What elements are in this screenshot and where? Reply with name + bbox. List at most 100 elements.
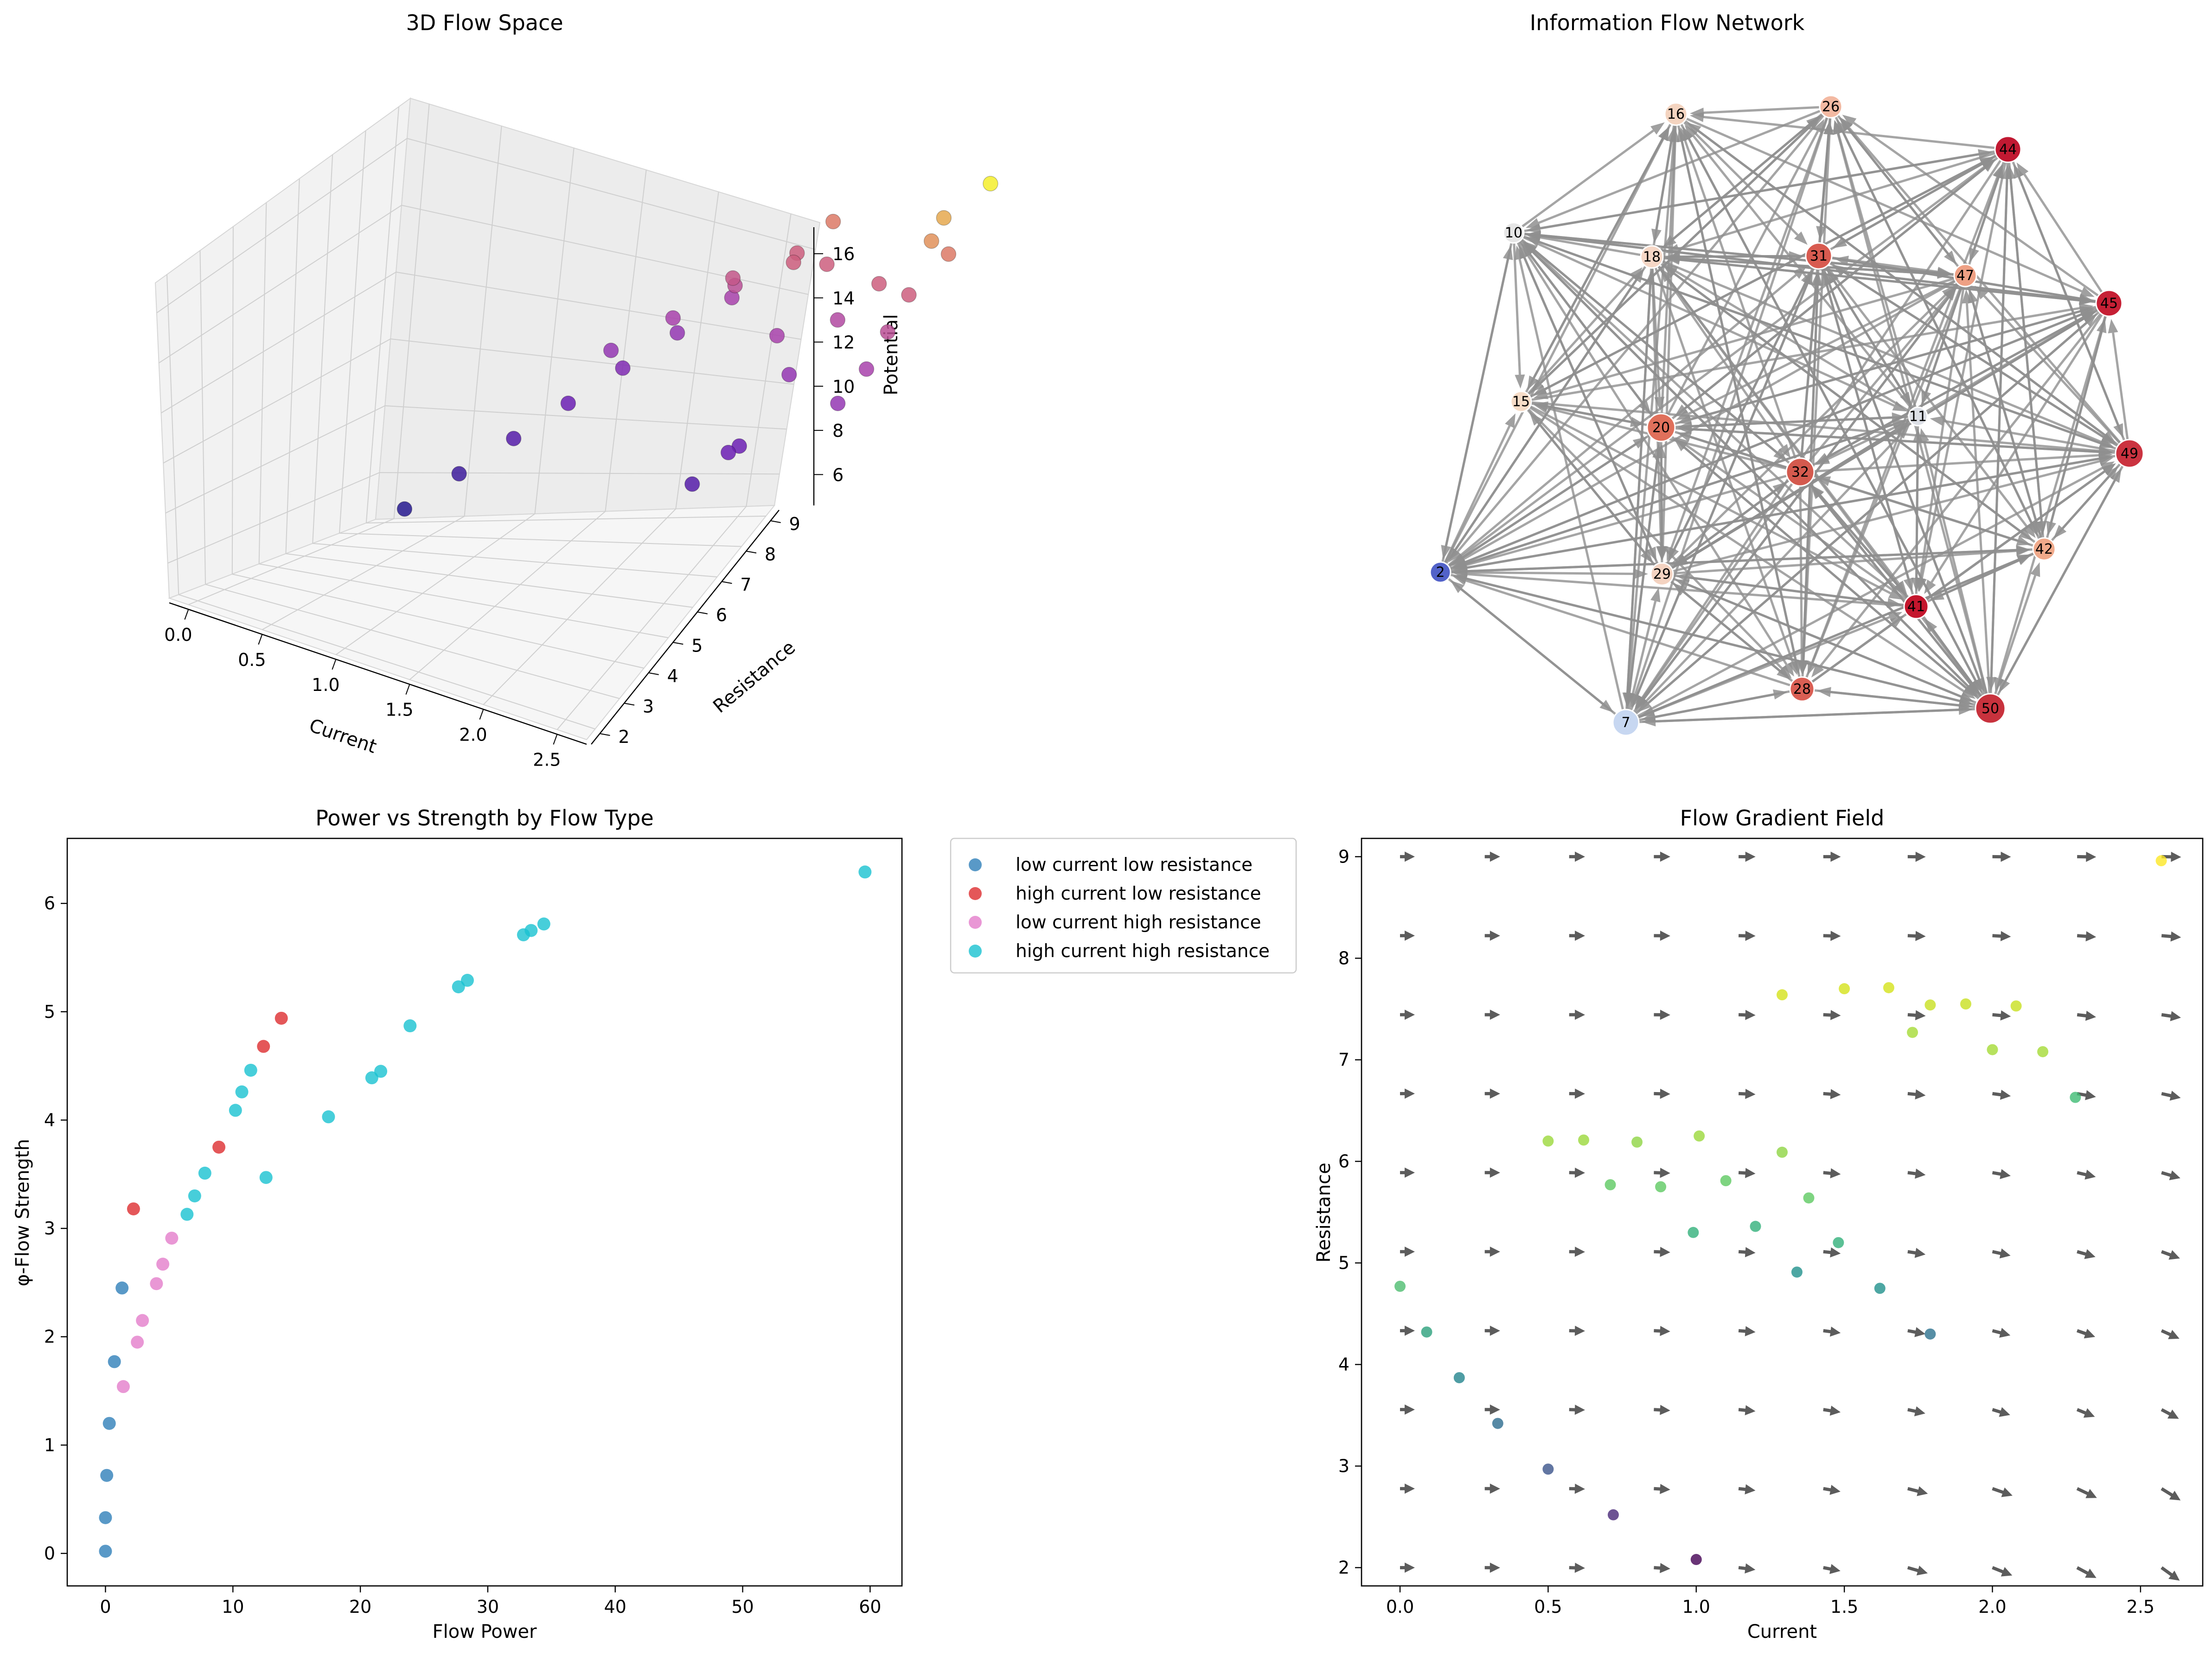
network-node[interactable] <box>1429 561 1451 583</box>
network-node[interactable] <box>1903 594 1929 620</box>
quiver-arrow <box>1823 1564 1841 1574</box>
y-tick-label: 0 <box>44 1543 55 1564</box>
quiver-arrow <box>2161 1091 2181 1101</box>
network-node[interactable] <box>1819 95 1843 119</box>
edge-arrowhead <box>1919 428 1930 443</box>
data-point <box>1960 998 1972 1010</box>
edge <box>1688 138 1987 701</box>
network-node[interactable] <box>1664 102 1688 126</box>
legend-frame <box>950 837 1297 974</box>
edge <box>1529 253 1656 421</box>
grid-line <box>379 472 780 475</box>
data-point <box>1690 1554 1702 1566</box>
data-point-3d <box>983 176 998 192</box>
data-point <box>1750 1220 1761 1232</box>
quiver-arrow <box>1739 851 1756 862</box>
quiver-arrow <box>1484 1325 1500 1336</box>
quiver-arrow <box>1907 1566 1928 1576</box>
x-tick <box>405 684 410 695</box>
data-point-3d <box>901 287 917 303</box>
data-point-3d <box>830 396 846 411</box>
network-node-label: 42 <box>2035 541 2053 557</box>
network-node[interactable] <box>2095 289 2123 317</box>
edge-arrowhead <box>1505 413 1516 428</box>
network-node[interactable] <box>1994 135 2022 163</box>
y-tick <box>600 733 610 736</box>
quiver-arrow <box>1484 1246 1500 1257</box>
edge <box>1683 446 1984 703</box>
quiver-arrow <box>1907 1486 1928 1496</box>
edge <box>1447 166 1985 568</box>
edge <box>1983 295 2124 447</box>
points-3d <box>396 176 998 517</box>
y-tick <box>624 703 635 706</box>
quiver-arrow <box>1400 1167 1415 1178</box>
network-node[interactable] <box>1646 413 1676 442</box>
network-node[interactable] <box>1502 222 1525 244</box>
network-node[interactable] <box>1785 457 1815 487</box>
quiver-arrow <box>1738 1405 1756 1416</box>
network-node[interactable] <box>1510 390 1532 413</box>
edge-arrowhead <box>2031 521 2041 536</box>
edge-arrowhead <box>1796 660 1807 675</box>
quiver-arrow <box>2077 1010 2096 1021</box>
edge-arrowhead <box>1674 438 1688 452</box>
network-node[interactable] <box>1650 562 1674 586</box>
quiver-arrow <box>1484 1562 1500 1573</box>
quiver-arrow <box>1400 851 1415 862</box>
quiver-arrow <box>1823 1089 1841 1099</box>
x-tick-label: 50 <box>731 1597 754 1617</box>
y-tick-label: 4 <box>667 666 678 686</box>
grid-line <box>163 338 391 464</box>
network-node[interactable] <box>1805 242 1833 270</box>
data-point <box>1924 999 1936 1011</box>
x-tick-label: 0.0 <box>1386 1597 1414 1617</box>
edge-arrowhead <box>1833 120 1843 135</box>
network-node[interactable] <box>1908 406 1928 427</box>
data-point <box>1833 1237 1844 1248</box>
network-node[interactable] <box>1612 709 1640 736</box>
quiver-arrow <box>1992 1328 2011 1338</box>
quiver-arrow <box>1739 1010 1756 1020</box>
quiver-arrow <box>2161 1250 2180 1260</box>
edge-arrowhead <box>1794 231 1808 245</box>
edge <box>1532 251 1985 703</box>
network-node-label: 31 <box>1810 248 1828 264</box>
edge <box>1655 708 1982 723</box>
edge <box>1684 154 2001 409</box>
grid-line <box>286 553 693 608</box>
edge-arrowhead <box>1522 242 1536 256</box>
y-axis-line <box>591 510 780 745</box>
x-axis-line <box>169 602 587 745</box>
y-tick-label: 4 <box>44 1110 55 1130</box>
panel-power-vs-strength: Power vs Strength by Flow Type 0 10 20 30 40… <box>12 805 1297 1642</box>
network-node[interactable] <box>1789 676 1815 702</box>
quiver-arrow <box>1654 1405 1670 1415</box>
grid-line <box>165 405 385 514</box>
network-node[interactable] <box>2032 537 2056 561</box>
ticks-gradient: 0.0 0.5 1.0 1.5 2.0 2.5 2 3 4 5 6 7 8 9 <box>1338 846 2154 1617</box>
plot-frame <box>1361 837 2204 1587</box>
grid-line <box>285 179 300 554</box>
network-node-label: 29 <box>1653 566 1671 582</box>
edge <box>1532 250 1911 601</box>
data-point-3d <box>396 501 413 517</box>
y-tick-label: 9 <box>1338 846 1349 867</box>
quiver-arrow <box>1907 1406 1925 1417</box>
network-node-label: 16 <box>1667 106 1685 122</box>
network-node[interactable] <box>1640 245 1664 269</box>
data-point <box>127 1202 140 1215</box>
network-node[interactable] <box>1975 693 2006 724</box>
y-tick-label: 3 <box>1338 1456 1349 1476</box>
z-tick-label: 16 <box>832 244 855 264</box>
network-node[interactable] <box>2115 439 2144 468</box>
edge <box>1445 242 1513 546</box>
grid-line <box>396 271 801 340</box>
edge-arrowhead <box>1665 253 1680 264</box>
network-node[interactable] <box>1953 263 1977 288</box>
data-point <box>1791 1266 1803 1278</box>
data-point <box>1688 1227 1699 1238</box>
edge <box>1651 266 1662 547</box>
edge <box>1673 272 2038 545</box>
edge <box>1920 158 2007 579</box>
